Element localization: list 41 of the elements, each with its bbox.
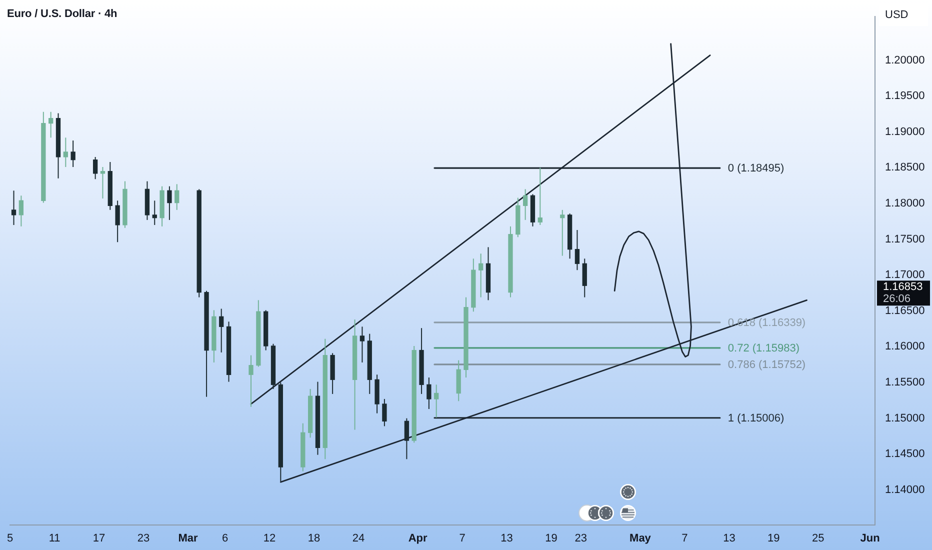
x-tick-label: 18 <box>308 532 320 545</box>
x-tick-label: 7 <box>459 532 466 545</box>
x-tick-label: 19 <box>768 532 780 545</box>
x-tick-label: 23 <box>574 532 588 545</box>
series-label: 1 (1.15006) <box>728 412 784 424</box>
x-tick-label: 7 <box>682 532 688 545</box>
y-tick-label: 1.19500 <box>885 90 925 102</box>
y-tick-label: 1.15000 <box>885 412 925 424</box>
y-tick-label: 1.20000 <box>885 54 925 66</box>
x-tick-label: Jun <box>860 532 880 545</box>
x-tick-label: 24 <box>352 532 365 545</box>
y-axis-title: USD <box>885 9 908 22</box>
y-tick-label: 1.14000 <box>885 484 925 496</box>
x-tick-label: 13 <box>723 532 736 545</box>
x-tick-label: 6 <box>222 532 228 545</box>
x-tick-label: Mar <box>178 532 198 545</box>
x-tick-label: 25 <box>812 532 824 545</box>
x-tick-label: 17 <box>92 532 106 545</box>
y-tick-label: 1.17000 <box>885 269 925 282</box>
x-tick-label: 13 <box>500 532 513 545</box>
y-tick-label: 1.15500 <box>885 376 925 389</box>
y-tick-label: 1.16000 <box>885 340 925 353</box>
x-tick-label: May <box>630 532 652 545</box>
y-tick-label: 1.19000 <box>885 126 925 138</box>
x-tick-label: 19 <box>545 532 558 545</box>
series-label: 0.72 (1.15983) <box>728 342 800 354</box>
series-label: 0 (1.18495) <box>728 162 784 175</box>
x-tick-label: 5 <box>6 532 14 545</box>
series-label: 0.786 (1.15752) <box>728 358 806 371</box>
y-tick-label: 1.18500 <box>885 162 925 174</box>
y-tick-label: 1.18000 <box>885 198 925 210</box>
text: 26:06 <box>883 293 911 306</box>
x-tick-label: 23 <box>137 532 150 545</box>
x-tick-label: Apr <box>408 532 428 545</box>
y-tick-label: 1.14500 <box>885 448 925 460</box>
x-tick-label: 11 <box>48 532 60 545</box>
text: 1.16853 <box>883 281 923 294</box>
y-tick-label: 1.16500 <box>885 304 925 317</box>
y-tick-label: 1.17500 <box>885 233 925 246</box>
x-tick-label: 12 <box>263 532 276 545</box>
chart-title: Euro / U.S. Dollar · 4h <box>7 8 118 20</box>
